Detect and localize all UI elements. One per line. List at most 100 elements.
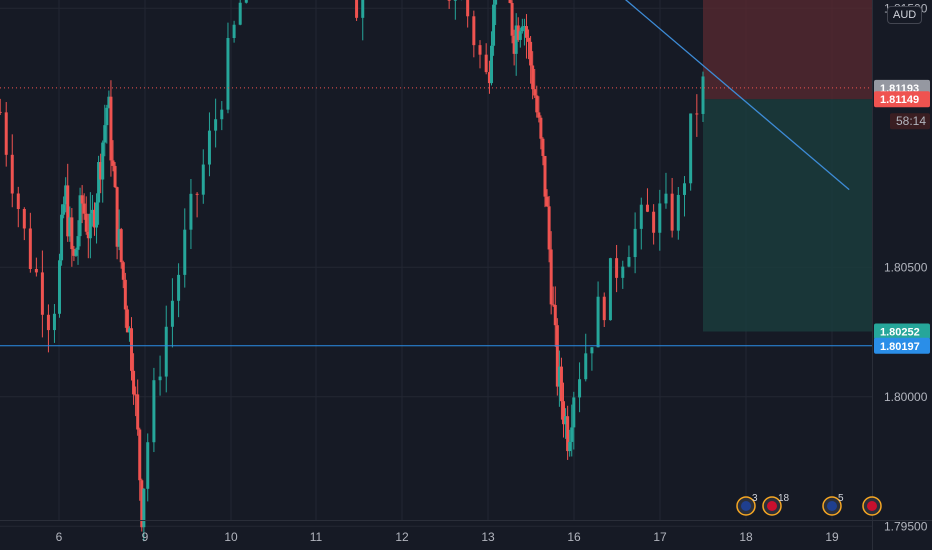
candle-body bbox=[115, 187, 119, 247]
candle-body bbox=[220, 109, 224, 120]
candle-body bbox=[658, 203, 662, 233]
event-marker-3[interactable]: 5 bbox=[822, 493, 844, 516]
candle-body bbox=[578, 379, 582, 398]
position-zones bbox=[703, 0, 872, 332]
candle-body bbox=[125, 309, 129, 333]
candle-body bbox=[40, 272, 44, 315]
candle-body bbox=[201, 164, 205, 195]
y-tick-label: 1.80500 bbox=[884, 260, 928, 274]
x-tick-label: 9 bbox=[142, 530, 149, 544]
candle-body bbox=[238, 2, 242, 25]
event-marker-1[interactable]: 3 bbox=[736, 493, 758, 516]
grid bbox=[0, 0, 872, 527]
uk-flag-icon-center bbox=[867, 501, 877, 511]
candle-body bbox=[590, 347, 594, 354]
candle-body bbox=[512, 35, 516, 54]
candle-body bbox=[562, 401, 566, 425]
candle-body bbox=[117, 229, 121, 247]
candle-body bbox=[92, 209, 96, 228]
candle-body bbox=[545, 196, 549, 207]
candle-body bbox=[652, 211, 656, 233]
candle-body bbox=[533, 89, 537, 96]
candle-body bbox=[547, 206, 551, 250]
candle-body bbox=[531, 65, 535, 90]
candle-body bbox=[183, 229, 187, 275]
candle-body bbox=[70, 217, 74, 250]
candle-body bbox=[214, 119, 218, 131]
candle-body bbox=[492, 4, 496, 46]
candle-body bbox=[62, 204, 66, 215]
target-price-tag bbox=[874, 323, 930, 340]
x-tick-label: 16 bbox=[567, 530, 581, 544]
candle-body bbox=[107, 96, 111, 108]
candle-body bbox=[555, 325, 559, 387]
candle-body bbox=[130, 328, 134, 371]
candle-body bbox=[572, 397, 576, 428]
candle-body bbox=[608, 258, 612, 321]
candle-body bbox=[232, 24, 236, 38]
candle-body bbox=[553, 305, 557, 326]
candle-body bbox=[484, 54, 488, 73]
candle-body bbox=[244, 0, 248, 3]
candle-body bbox=[142, 488, 146, 528]
candle-body bbox=[447, 0, 451, 1]
candle-body bbox=[602, 296, 606, 321]
candle-body bbox=[494, 0, 498, 5]
candle-body bbox=[520, 26, 524, 32]
candle-body bbox=[78, 195, 82, 237]
australia-flag-icon-center bbox=[741, 501, 751, 511]
candle-body bbox=[645, 204, 649, 212]
countdown-text: 58:14 bbox=[896, 114, 926, 128]
candle-body bbox=[68, 217, 72, 237]
candle-body bbox=[570, 427, 574, 442]
event-count: 5 bbox=[838, 493, 844, 504]
entry-price-tag-text: 1.81149 bbox=[880, 94, 919, 106]
candle-body bbox=[60, 214, 64, 261]
candlesticks bbox=[0, 0, 705, 542]
candle-body bbox=[664, 193, 668, 204]
candle-body bbox=[97, 162, 101, 203]
candle-body bbox=[138, 429, 142, 481]
candle-body bbox=[127, 328, 131, 333]
candle-body bbox=[529, 41, 533, 66]
candle-body bbox=[682, 183, 686, 195]
candle-body bbox=[472, 16, 476, 46]
candle-body bbox=[189, 193, 193, 230]
x-tick-label: 11 bbox=[310, 530, 323, 544]
candle-body bbox=[136, 394, 140, 430]
candle-body bbox=[541, 138, 545, 156]
candle-body bbox=[487, 72, 491, 84]
countdown-tag bbox=[890, 113, 930, 130]
x-tick-label: 18 bbox=[739, 530, 753, 544]
candle-body bbox=[584, 353, 588, 380]
take-profit-zone bbox=[703, 99, 872, 332]
event-marker-4[interactable] bbox=[862, 496, 882, 516]
candle-body bbox=[0, 111, 2, 113]
candle-body bbox=[158, 376, 162, 381]
candle-body bbox=[170, 300, 174, 327]
candle-body bbox=[361, 0, 365, 18]
candle-body bbox=[111, 160, 115, 166]
currency-badge[interactable]: AUD bbox=[887, 6, 923, 24]
candle-body bbox=[82, 203, 86, 214]
candle-body bbox=[101, 142, 105, 180]
candle-body bbox=[543, 155, 547, 197]
candle-body bbox=[551, 304, 555, 306]
candle-body bbox=[633, 228, 637, 258]
candle-body bbox=[28, 228, 32, 269]
event-marker-2[interactable]: 18 bbox=[762, 493, 790, 516]
candle-body bbox=[146, 442, 150, 489]
event-count: 3 bbox=[752, 493, 758, 504]
candle-body bbox=[676, 194, 680, 231]
candle-body bbox=[52, 313, 56, 331]
x-tick-label: 19 bbox=[825, 530, 839, 544]
candle-body bbox=[16, 193, 20, 209]
economic-events[interactable]: 3 18 5 bbox=[736, 493, 882, 516]
support-price-tag bbox=[874, 337, 930, 354]
candle-body bbox=[140, 480, 144, 528]
support-price-tag-text: 1.80197 bbox=[880, 341, 920, 353]
candle-body bbox=[537, 112, 541, 118]
